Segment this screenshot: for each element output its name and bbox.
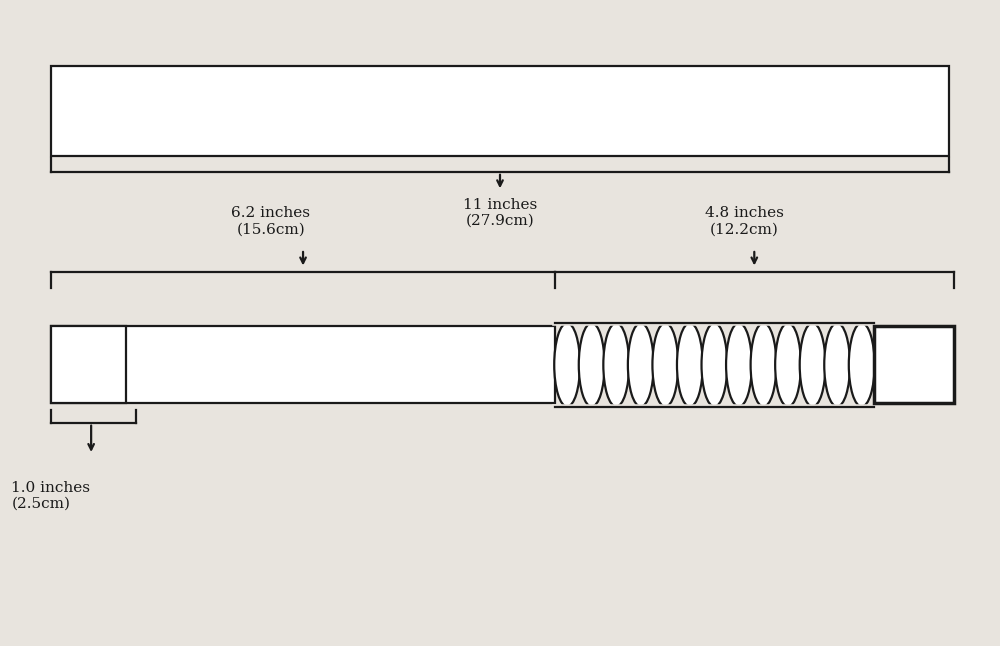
Bar (874, 326, 954, 403)
Bar (51, 66, 949, 156)
Ellipse shape (775, 323, 801, 406)
Ellipse shape (800, 323, 825, 406)
Ellipse shape (628, 323, 654, 406)
Ellipse shape (677, 323, 703, 406)
Text: 4.8 inches
(12.2cm): 4.8 inches (12.2cm) (705, 206, 784, 236)
Bar (51, 326, 555, 403)
Text: 6.2 inches
(15.6cm): 6.2 inches (15.6cm) (231, 206, 310, 236)
Ellipse shape (554, 323, 580, 406)
Text: 1.0 inches
(2.5cm): 1.0 inches (2.5cm) (11, 481, 90, 511)
Ellipse shape (726, 323, 752, 406)
Ellipse shape (652, 323, 678, 406)
Ellipse shape (579, 323, 605, 406)
Text: 11 inches
(27.9cm): 11 inches (27.9cm) (463, 198, 537, 228)
Ellipse shape (849, 323, 875, 406)
Bar (51, 326, 126, 403)
Ellipse shape (751, 323, 776, 406)
Ellipse shape (603, 323, 629, 406)
Ellipse shape (824, 323, 850, 406)
Ellipse shape (702, 323, 727, 406)
